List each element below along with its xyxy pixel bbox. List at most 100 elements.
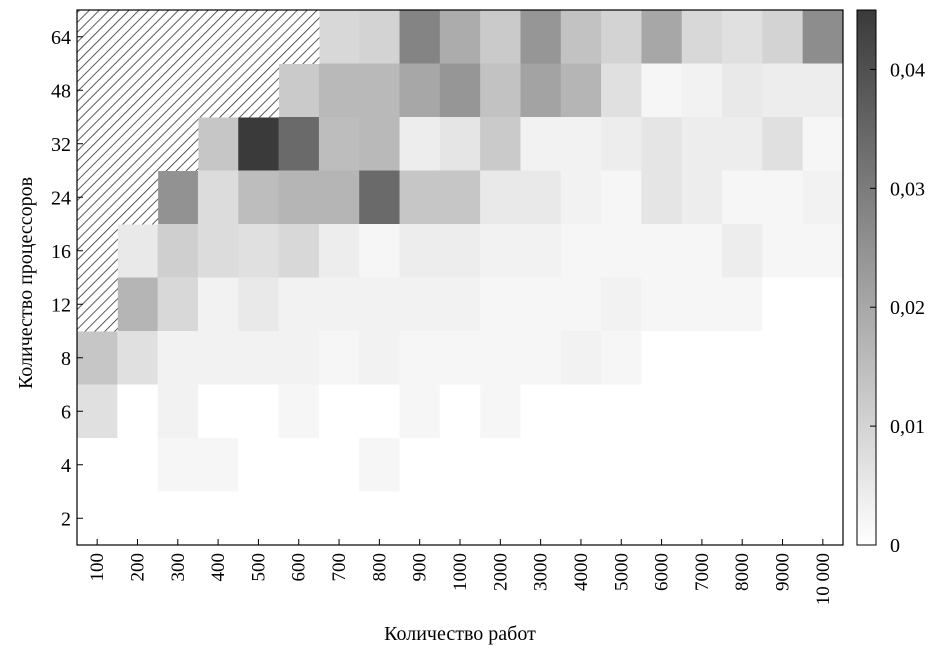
heatmap-cell bbox=[318, 331, 360, 385]
y-tick-label: 8 bbox=[61, 348, 71, 370]
missing-cell bbox=[238, 10, 280, 64]
x-tick-label: 400 bbox=[208, 553, 229, 582]
heatmap-cell bbox=[520, 384, 562, 439]
heatmap-cell bbox=[480, 117, 521, 171]
heatmap-cell bbox=[439, 117, 481, 171]
colorbar-tick-label: 0,02 bbox=[890, 297, 925, 319]
heatmap-cell bbox=[117, 438, 159, 492]
missing-cell bbox=[117, 10, 159, 64]
heatmap-cell bbox=[641, 63, 683, 118]
heatmap-cell bbox=[278, 331, 320, 385]
heatmap-cell bbox=[278, 224, 320, 278]
heatmap-cell bbox=[399, 170, 441, 225]
heatmap-cell bbox=[520, 491, 562, 546]
heatmap-cell bbox=[802, 438, 844, 492]
heatmap-cell bbox=[399, 277, 441, 332]
heatmap-cell bbox=[77, 331, 118, 385]
colorbar-tick-label: 0 bbox=[890, 535, 900, 557]
heatmap-cell bbox=[318, 170, 360, 225]
heatmap-cell bbox=[480, 224, 521, 278]
heatmap-cell bbox=[318, 10, 360, 64]
heatmap-cell bbox=[238, 438, 280, 492]
heatmap-cell bbox=[681, 170, 723, 225]
heatmap-cell bbox=[681, 224, 723, 278]
heatmap-cell bbox=[117, 331, 159, 385]
heatmap-cell bbox=[641, 117, 683, 171]
heatmap-cell bbox=[480, 170, 521, 225]
heatmap-cell bbox=[641, 384, 683, 439]
colorbar bbox=[856, 9, 877, 546]
heatmap-cell bbox=[359, 277, 401, 332]
heatmap-cell bbox=[762, 63, 804, 118]
heatmap-cell bbox=[641, 491, 683, 546]
heatmap-cell bbox=[238, 224, 280, 278]
y-tick-label: 16 bbox=[51, 241, 71, 263]
heatmap-cell bbox=[560, 491, 602, 546]
heatmap-cell bbox=[238, 277, 280, 332]
heatmap-cell bbox=[117, 277, 159, 332]
heatmap-cell bbox=[318, 63, 360, 118]
heatmap-cell bbox=[480, 438, 521, 492]
heatmap-cell bbox=[802, 170, 844, 225]
heatmap-cell bbox=[560, 384, 602, 439]
heatmap-cell bbox=[762, 384, 804, 439]
heatmap-cell bbox=[520, 170, 562, 225]
heatmap-cell bbox=[681, 491, 723, 546]
heatmap-cell bbox=[520, 224, 562, 278]
x-tick-label: 10 000 bbox=[813, 553, 834, 605]
heatmap-cell bbox=[762, 170, 804, 225]
heatmap-cell bbox=[278, 63, 320, 118]
heatmap-cell bbox=[681, 63, 723, 118]
heatmap-cell bbox=[197, 491, 239, 546]
heatmap-cell bbox=[117, 384, 159, 439]
heatmap-cell bbox=[722, 277, 763, 332]
heatmap-cell bbox=[762, 277, 804, 332]
heatmap-cell bbox=[802, 63, 844, 118]
heatmap-cell bbox=[157, 384, 199, 439]
heatmap-cell bbox=[722, 170, 763, 225]
heatmap-cell bbox=[399, 331, 441, 385]
x-tick-label: 700 bbox=[329, 553, 350, 582]
heatmap-cell bbox=[762, 491, 804, 546]
heatmap-cell bbox=[722, 63, 763, 118]
heatmap-cell bbox=[238, 384, 280, 439]
colorbar-ticks: 0 0,01 0,02 0,03 0,04 bbox=[870, 59, 925, 557]
heatmap-cell bbox=[399, 384, 441, 439]
heatmap-cell bbox=[197, 117, 239, 171]
missing-cell bbox=[157, 10, 199, 64]
heatmap-cell bbox=[157, 170, 199, 225]
heatmap-cell bbox=[197, 384, 239, 439]
heatmap-cell bbox=[439, 277, 481, 332]
heatmap-cell bbox=[520, 10, 562, 64]
heatmap-cell bbox=[439, 331, 481, 385]
heatmap-cell bbox=[560, 331, 602, 385]
heatmap-cell bbox=[278, 491, 320, 546]
heatmap-cell bbox=[802, 224, 844, 278]
heatmap-cell bbox=[762, 438, 804, 492]
missing-cell bbox=[117, 117, 159, 171]
heatmap-cell bbox=[318, 277, 360, 332]
heatmap-cell bbox=[480, 277, 521, 332]
heatmap-cell bbox=[722, 384, 763, 439]
heatmap-cell bbox=[560, 224, 602, 278]
x-tick-label: 6000 bbox=[652, 553, 673, 591]
missing-cell bbox=[157, 117, 199, 171]
heatmap-cell bbox=[601, 331, 642, 385]
heatmap-cell bbox=[520, 277, 562, 332]
heatmap-cell bbox=[762, 224, 804, 278]
heatmap-cell bbox=[77, 384, 118, 439]
y-axis-label: Количество процессоров bbox=[15, 177, 37, 389]
missing-cell bbox=[77, 277, 118, 332]
y-tick-label: 12 bbox=[51, 294, 71, 316]
heatmap-cell bbox=[359, 331, 401, 385]
heatmap-cell bbox=[802, 10, 844, 64]
heatmap-cell bbox=[359, 384, 401, 439]
heatmap-cell bbox=[439, 384, 481, 439]
missing-cell bbox=[197, 10, 239, 64]
heatmap-cell bbox=[681, 117, 723, 171]
heatmap-cell bbox=[399, 10, 441, 64]
heatmap-cell bbox=[601, 491, 642, 546]
heatmap-cell bbox=[560, 10, 602, 64]
heatmap-cell bbox=[157, 438, 199, 492]
heatmap-cell bbox=[359, 170, 401, 225]
